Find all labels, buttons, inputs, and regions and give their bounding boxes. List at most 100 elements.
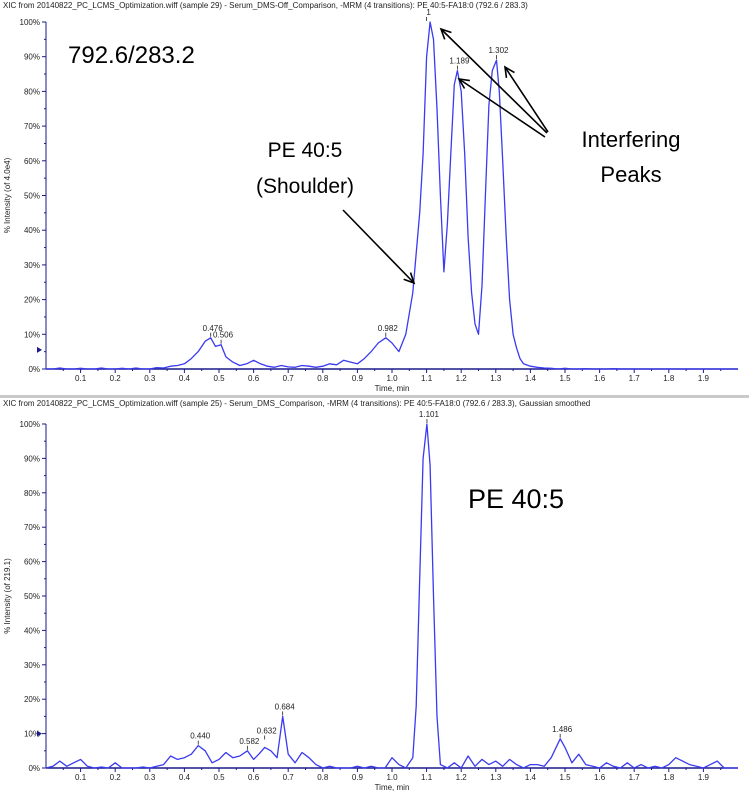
y-tick-label: 20% [24, 296, 40, 305]
y-tick-label: 100% [20, 420, 40, 429]
y-tick-label: 40% [24, 626, 40, 635]
chart-panel-top: XIC from 20140822_PC_LCMS_Optimization.w… [0, 0, 749, 396]
peak-label: 0.440 [190, 732, 211, 741]
peak-label: 0.982 [378, 324, 399, 333]
y-tick-label: 60% [24, 157, 40, 166]
baseline-marker [37, 346, 42, 353]
y-tick-label: 100% [20, 18, 40, 27]
x-axis-title: Time, min [375, 783, 410, 792]
interfering-label: Peaks [600, 162, 661, 187]
y-tick-label: 30% [24, 661, 40, 670]
x-tick-label: 1.6 [594, 773, 606, 782]
panel-divider [0, 395, 749, 398]
x-tick-label: 0.8 [317, 374, 329, 383]
x-tick-label: 0.3 [144, 374, 156, 383]
peak-label: 0.582 [239, 737, 260, 746]
x-tick-label: 1.1 [421, 773, 433, 782]
x-tick-label: 0.7 [283, 374, 295, 383]
x-tick-label: 1.8 [663, 374, 675, 383]
x-tick-label: 1.2 [456, 374, 468, 383]
arrow-head [439, 27, 452, 40]
y-axis-title: % Intensity (of 4.0e4) [3, 157, 12, 233]
x-tick-label: 1.0 [386, 374, 398, 383]
y-tick-label: 10% [24, 330, 40, 339]
x-tick-label: 0.9 [352, 374, 364, 383]
transition-label: 792.6/283.2 [68, 42, 195, 69]
x-tick-label: 1.1 [421, 374, 433, 383]
chromatogram-bottom: 0% 10% 20% 30% 40% 50% 60% 70% 80% 90% 100% 0.1 0.2 0… [3, 410, 738, 792]
x-tick-label: 1.0 [386, 773, 398, 782]
x-tick-label: 1.9 [698, 773, 710, 782]
x-tick-label: 1.7 [629, 374, 641, 383]
x-tick-label: 1.8 [663, 773, 675, 782]
peak-label: 0.684 [275, 702, 296, 711]
peak-label: 0.476 [203, 324, 224, 333]
peak-label: 0.632 [257, 726, 278, 735]
x-tick-label: 0.2 [110, 374, 122, 383]
annotation-arrow [440, 28, 548, 134]
trace-line [46, 21, 738, 370]
x-tick-label: 1.5 [559, 374, 571, 383]
chart-panel-bottom: XIC from 20140822_PC_LCMS_Optimization.w… [0, 398, 749, 800]
arrow-head [403, 272, 416, 285]
y-tick-label: 50% [24, 192, 40, 201]
chromatogram-top: 0% 10% 20% 30% 40% 50% 60% 70% 80% 90% 100% 0.1 0.2 0… [3, 8, 738, 393]
x-tick-label: 1.2 [456, 773, 468, 782]
x-axis-title: Time, min [375, 384, 410, 393]
y-tick-label: 0% [28, 365, 40, 374]
panel-header: XIC from 20140822_PC_LCMS_Optimization.w… [3, 399, 591, 408]
y-tick-label: 80% [24, 489, 40, 498]
x-tick-label: 0.6 [248, 773, 260, 782]
y-tick-label: 30% [24, 261, 40, 270]
peak-label: 0.506 [213, 331, 234, 340]
x-tick-label: 1.9 [698, 374, 710, 383]
x-tick-label: 0.5 [213, 374, 225, 383]
y-tick-label: 60% [24, 558, 40, 567]
x-tick-label: 1.3 [490, 773, 502, 782]
annotation-arrow [458, 78, 546, 138]
annotation-arrow [504, 66, 549, 133]
baseline-marker [37, 730, 42, 737]
panel-header: XIC from 20140822_PC_LCMS_Optimization.w… [3, 1, 528, 10]
x-tick-label: 0.1 [75, 773, 87, 782]
x-tick-label: 0.5 [213, 773, 225, 782]
x-tick-label: 1.6 [594, 374, 606, 383]
y-tick-label: 70% [24, 122, 40, 131]
x-tick-label: 0.1 [75, 374, 87, 383]
y-tick-label: 10% [24, 730, 40, 739]
x-tick-label: 0.8 [317, 773, 329, 782]
arrow-head [503, 65, 515, 79]
x-tick-label: 0.2 [110, 773, 122, 782]
peak-label: 1.486 [552, 725, 573, 734]
peak-label: 1.189 [449, 57, 470, 66]
interfering-label: Interfering [581, 127, 680, 152]
y-tick-label: 50% [24, 592, 40, 601]
y-tick-label: 0% [28, 764, 40, 773]
y-tick-label: 40% [24, 226, 40, 235]
arrow-head [457, 77, 471, 89]
x-tick-label: 1.4 [525, 773, 537, 782]
x-tick-label: 1.3 [490, 374, 502, 383]
x-tick-label: 0.3 [144, 773, 156, 782]
x-tick-label: 0.4 [179, 374, 191, 383]
y-tick-label: 80% [24, 87, 40, 96]
annotation-arrow [342, 209, 415, 284]
peak-label: 1 [426, 8, 431, 17]
x-tick-label: 0.7 [283, 773, 295, 782]
x-tick-label: 1.4 [525, 374, 537, 383]
x-tick-label: 0.6 [248, 374, 260, 383]
peak-label: 1.302 [488, 46, 509, 55]
x-tick-label: 1.7 [629, 773, 641, 782]
y-axis-title: % Intensity (of 219.1) [3, 558, 12, 634]
x-tick-label: 1.5 [559, 773, 571, 782]
pe-label: PE 40:5 [468, 484, 564, 514]
y-tick-label: 20% [24, 695, 40, 704]
y-tick-label: 90% [24, 454, 40, 463]
x-tick-label: 0.9 [352, 773, 364, 782]
y-tick-label: 90% [24, 53, 40, 62]
x-tick-label: 0.4 [179, 773, 191, 782]
pe-shoulder-label: PE 40:5 [268, 139, 343, 162]
peak-label: 1.101 [419, 410, 440, 419]
y-tick-label: 70% [24, 523, 40, 532]
trace-line [45, 423, 738, 769]
